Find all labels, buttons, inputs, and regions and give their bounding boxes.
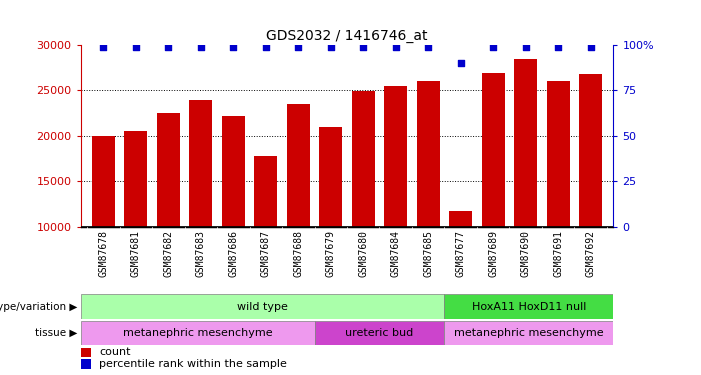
Text: GSM87687: GSM87687 — [261, 230, 271, 277]
Text: genotype/variation ▶: genotype/variation ▶ — [0, 302, 77, 312]
Bar — [579, 74, 602, 227]
Text: GSM87692: GSM87692 — [585, 230, 596, 277]
Text: GSM87685: GSM87685 — [423, 230, 433, 277]
Bar — [384, 86, 407, 227]
Text: count: count — [100, 347, 131, 357]
Text: GSM87679: GSM87679 — [326, 230, 336, 277]
Point — [260, 44, 271, 50]
Bar — [547, 81, 569, 227]
Point — [292, 44, 304, 50]
Text: metanephric mesenchyme: metanephric mesenchyme — [123, 328, 273, 338]
Bar — [417, 81, 440, 227]
Point — [97, 44, 109, 50]
Bar — [81, 359, 91, 369]
Point — [455, 60, 466, 66]
Text: ureteric bud: ureteric bud — [346, 328, 414, 338]
Text: GSM87683: GSM87683 — [196, 230, 206, 277]
Bar — [125, 131, 147, 227]
Text: metanephric mesenchyme: metanephric mesenchyme — [454, 328, 604, 338]
Bar — [444, 294, 613, 319]
Text: GSM87691: GSM87691 — [553, 230, 563, 277]
Point — [163, 44, 174, 50]
Point — [195, 44, 206, 50]
Text: GSM87680: GSM87680 — [358, 230, 368, 277]
Text: GSM87684: GSM87684 — [390, 230, 401, 277]
Bar — [352, 92, 374, 227]
Point — [488, 44, 499, 50]
Bar — [254, 156, 277, 227]
Text: GSM87682: GSM87682 — [163, 230, 173, 277]
Bar — [287, 104, 310, 227]
Bar — [315, 321, 444, 345]
Bar — [81, 348, 91, 357]
Title: GDS2032 / 1416746_at: GDS2032 / 1416746_at — [266, 28, 428, 43]
Bar — [482, 73, 505, 227]
Text: GSM87677: GSM87677 — [456, 230, 465, 277]
Bar — [157, 113, 179, 227]
Point — [228, 44, 239, 50]
Point — [358, 44, 369, 50]
Bar — [189, 100, 212, 227]
Text: percentile rank within the sample: percentile rank within the sample — [100, 359, 287, 369]
Point — [585, 44, 597, 50]
Text: wild type: wild type — [237, 302, 288, 312]
Point — [325, 44, 336, 50]
Text: GSM87678: GSM87678 — [98, 230, 109, 277]
Text: GSM87686: GSM87686 — [229, 230, 238, 277]
Bar — [81, 321, 315, 345]
Bar — [449, 210, 472, 227]
Text: HoxA11 HoxD11 null: HoxA11 HoxD11 null — [472, 302, 586, 312]
Bar — [515, 58, 537, 227]
Text: GSM87690: GSM87690 — [521, 230, 531, 277]
Point — [130, 44, 142, 50]
Text: GSM87688: GSM87688 — [293, 230, 304, 277]
Point — [390, 44, 402, 50]
Text: GSM87681: GSM87681 — [131, 230, 141, 277]
Bar — [444, 321, 613, 345]
Point — [552, 44, 564, 50]
Bar — [81, 294, 444, 319]
Text: GSM87689: GSM87689 — [488, 230, 498, 277]
Bar — [320, 127, 342, 227]
Point — [520, 44, 531, 50]
Bar — [222, 116, 245, 227]
Bar — [92, 136, 115, 227]
Text: tissue ▶: tissue ▶ — [35, 328, 77, 338]
Point — [423, 44, 434, 50]
